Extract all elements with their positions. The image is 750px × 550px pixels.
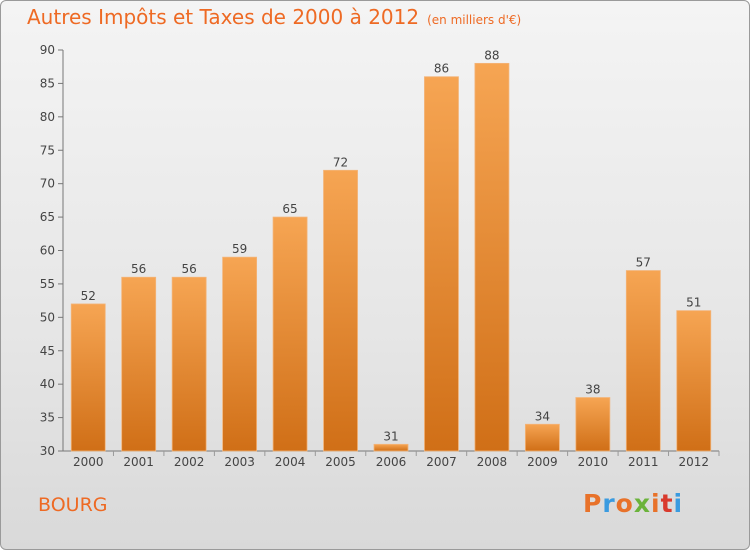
x-tick-label: 2010 xyxy=(578,455,609,469)
x-tick-label: 2009 xyxy=(527,455,558,469)
brand-letter: o xyxy=(615,489,634,518)
chart-title: Autres Impôts et Taxes de 2000 à 2012 (en… xyxy=(27,5,521,29)
y-tick-label: 35 xyxy=(40,411,55,425)
data-label: 72 xyxy=(333,155,348,169)
data-label: 34 xyxy=(535,409,550,423)
data-label: 51 xyxy=(686,296,701,310)
data-label: 65 xyxy=(282,202,297,216)
x-tick-label: 2000 xyxy=(73,455,104,469)
data-label: 52 xyxy=(81,289,96,303)
y-tick-label: 65 xyxy=(40,210,55,224)
brand-letter: x xyxy=(633,489,651,518)
proxiti-logo[interactable]: Proxiti xyxy=(583,489,683,518)
y-tick-label: 45 xyxy=(40,344,55,358)
chart-bars xyxy=(70,62,712,452)
brand-letter: r xyxy=(602,489,616,518)
bar-2008 xyxy=(474,62,510,452)
x-tick-label: 2008 xyxy=(477,455,508,469)
bar-2011 xyxy=(625,270,661,452)
bar-2006 xyxy=(373,443,409,452)
y-tick-label: 90 xyxy=(40,43,55,57)
brand-letter: t xyxy=(660,489,674,518)
bar-2009 xyxy=(524,423,560,452)
brand-letter: i xyxy=(673,489,684,518)
bar-2000 xyxy=(70,303,106,452)
x-tick-label: 2004 xyxy=(275,455,306,469)
x-tick-label: 2001 xyxy=(123,455,154,469)
data-label: 59 xyxy=(232,242,247,256)
y-tick-label: 40 xyxy=(40,377,55,391)
bar-2001 xyxy=(121,276,157,452)
chart-title-text: Autres Impôts et Taxes de 2000 à 2012 xyxy=(27,5,420,29)
y-tick-label: 85 xyxy=(40,76,55,90)
data-label: 88 xyxy=(484,48,499,62)
data-label: 31 xyxy=(383,429,398,443)
brand-letter: i xyxy=(651,489,661,518)
data-label: 56 xyxy=(131,262,146,276)
bar-2012 xyxy=(676,310,712,452)
y-tick-label: 50 xyxy=(40,310,55,324)
chart-subtitle: (en milliers d'€) xyxy=(427,13,522,27)
x-tick-label: 2006 xyxy=(376,455,407,469)
data-label: 57 xyxy=(636,256,651,270)
y-tick-label: 70 xyxy=(40,177,55,191)
bar-2005 xyxy=(323,169,358,452)
bar-2003 xyxy=(222,256,258,452)
x-tick-label: 2003 xyxy=(224,455,255,469)
x-tick-label: 2011 xyxy=(628,455,659,469)
y-tick-label: 75 xyxy=(40,143,55,157)
x-tick-label: 2012 xyxy=(678,455,709,469)
y-tick-label: 80 xyxy=(40,110,55,124)
brand-letter: P xyxy=(583,489,603,518)
data-label: 86 xyxy=(434,62,449,76)
x-tick-label: 2007 xyxy=(426,455,457,469)
commune-name: BOURG xyxy=(38,494,108,516)
x-tick-label: 2005 xyxy=(325,455,356,469)
bar-2004 xyxy=(272,216,308,452)
bar-2010 xyxy=(575,397,611,452)
bar-2007 xyxy=(424,76,459,452)
data-label: 38 xyxy=(585,383,600,397)
y-tick-label: 60 xyxy=(40,244,55,258)
bar-2002 xyxy=(171,276,207,452)
x-tick-label: 2002 xyxy=(174,455,205,469)
chart-labels: 52 2000 56 2001 56 2002 59 2003 65 2004 72 2005 31 20… xyxy=(73,48,709,469)
y-tick-label: 30 xyxy=(40,444,55,458)
data-label: 56 xyxy=(182,262,197,276)
y-tick-label: 55 xyxy=(40,277,55,291)
